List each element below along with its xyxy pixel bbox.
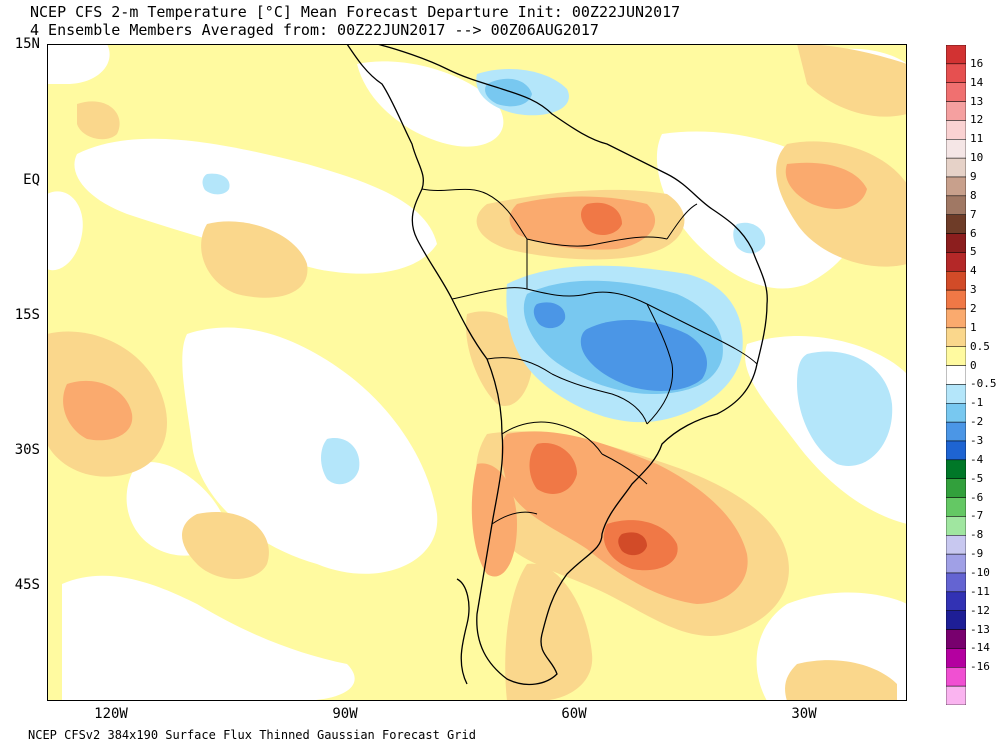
colorbar-label: 7 (970, 207, 977, 221)
colorbar-label: 10 (970, 151, 984, 165)
colorbar-swatch (946, 610, 966, 630)
colorbar-label: 9 (970, 170, 977, 183)
colorbar-swatch (946, 421, 966, 442)
coastlines (346, 44, 768, 686)
colorbar-swatch (946, 252, 966, 272)
colorbar-swatch (946, 289, 966, 310)
lat-label-30s: 30S (14, 442, 40, 458)
colorbar-swatch (946, 308, 966, 329)
colorbar-label: 13 (970, 94, 984, 108)
lat-label-45s: 45S (14, 577, 40, 593)
colorbar-label: 0.5 (970, 339, 990, 353)
colorbar-swatch (946, 648, 966, 668)
colorbar-swatch (946, 497, 966, 517)
colorbar-swatch (946, 553, 966, 574)
colorbar-swatch (946, 120, 966, 140)
colorbar-label: -7 (970, 509, 984, 523)
colorbar-label: -13 (970, 622, 990, 636)
colorbar-swatch (946, 195, 966, 215)
colorbar-swatch (946, 685, 966, 705)
colorbar-swatch (946, 271, 966, 291)
colorbar-swatch (946, 667, 966, 687)
colorbar-label: 6 (970, 226, 977, 240)
colorbar-label: 8 (970, 188, 977, 202)
colorbar-swatch (946, 459, 966, 479)
colorbar-label: -4 (970, 452, 984, 466)
colorbar-label: 16 (970, 56, 984, 70)
colorbar-label: -11 (970, 584, 990, 598)
warm-red-region (618, 532, 647, 556)
colorbar-label: 0 (970, 358, 977, 372)
colorbar-label: 12 (970, 113, 984, 127)
colorbar-swatch (946, 327, 966, 347)
colorbar-label: -5 (970, 471, 984, 485)
temperature-anomaly-map (47, 44, 907, 701)
colorbar-label: -3 (970, 434, 984, 447)
colorbar-label: -0.5 (970, 377, 997, 391)
colorbar-swatch (946, 478, 966, 498)
colorbar-swatch (946, 535, 966, 555)
lon-label-30w: 30W (791, 706, 817, 722)
colorbar-swatch (946, 45, 966, 65)
colorbar-swatch (946, 440, 966, 461)
colorbar-label: -2 (970, 415, 984, 429)
colorbar-label: -14 (970, 641, 990, 655)
colorbar-label: -9 (970, 547, 984, 561)
colorbar-label: 3 (970, 283, 977, 297)
colorbar-swatch (946, 214, 966, 234)
colorbar-label: -1 (970, 396, 984, 410)
lat-label-15n: 15N (14, 36, 40, 52)
country-borders (421, 188, 758, 525)
colorbar-swatch (946, 365, 966, 385)
colorbar-label: -6 (970, 490, 984, 504)
colorbar-swatch (946, 139, 966, 159)
colorbar-swatch (946, 516, 966, 536)
colorbar-swatch (946, 346, 966, 366)
title-line-1: NCEP CFS 2-m Temperature [°C] Mean Forec… (30, 3, 681, 21)
colorbar-swatch (946, 157, 966, 178)
map-border (47, 44, 907, 701)
lon-label-90w: 90W (332, 706, 358, 722)
lat-label-15s: 15S (14, 307, 40, 323)
colorbar-swatch (946, 82, 966, 102)
colorbar-label: 5 (970, 245, 977, 259)
colorbar-label: 4 (970, 264, 977, 278)
colorbar-swatch (946, 233, 966, 253)
colorbar-label: -12 (970, 603, 990, 617)
colorbar-swatch (946, 101, 966, 121)
colorbar-label: -16 (970, 660, 990, 674)
colorbar-swatch (946, 629, 966, 649)
lon-label-60w: 60W (561, 706, 587, 722)
colorbar-label: 14 (970, 75, 984, 89)
cold-deep-blue-regions (533, 302, 707, 391)
footer-text: NCEP CFSv2 384x190 Surface Flux Thinned … (28, 728, 476, 742)
colorbar-swatch (946, 176, 966, 197)
colorbar-label: -8 (970, 528, 984, 542)
colorbar-label: -10 (970, 566, 990, 579)
title-line-2: 4 Ensemble Members Averaged from: 00Z22J… (30, 21, 599, 39)
colorbar-swatch (946, 591, 966, 611)
colorbar-label: 11 (970, 132, 984, 146)
lat-label-eq: EQ (23, 172, 40, 188)
lon-label-120w: 120W (94, 706, 128, 722)
colorbar-swatch (946, 403, 966, 423)
colorbar-label: 1 (970, 320, 977, 334)
colorbar-swatch (946, 572, 966, 593)
colorbar-swatch (946, 384, 966, 404)
colorbar-label: 2 (970, 302, 977, 315)
colorbar-swatch (946, 63, 966, 83)
colorbar (946, 45, 966, 705)
